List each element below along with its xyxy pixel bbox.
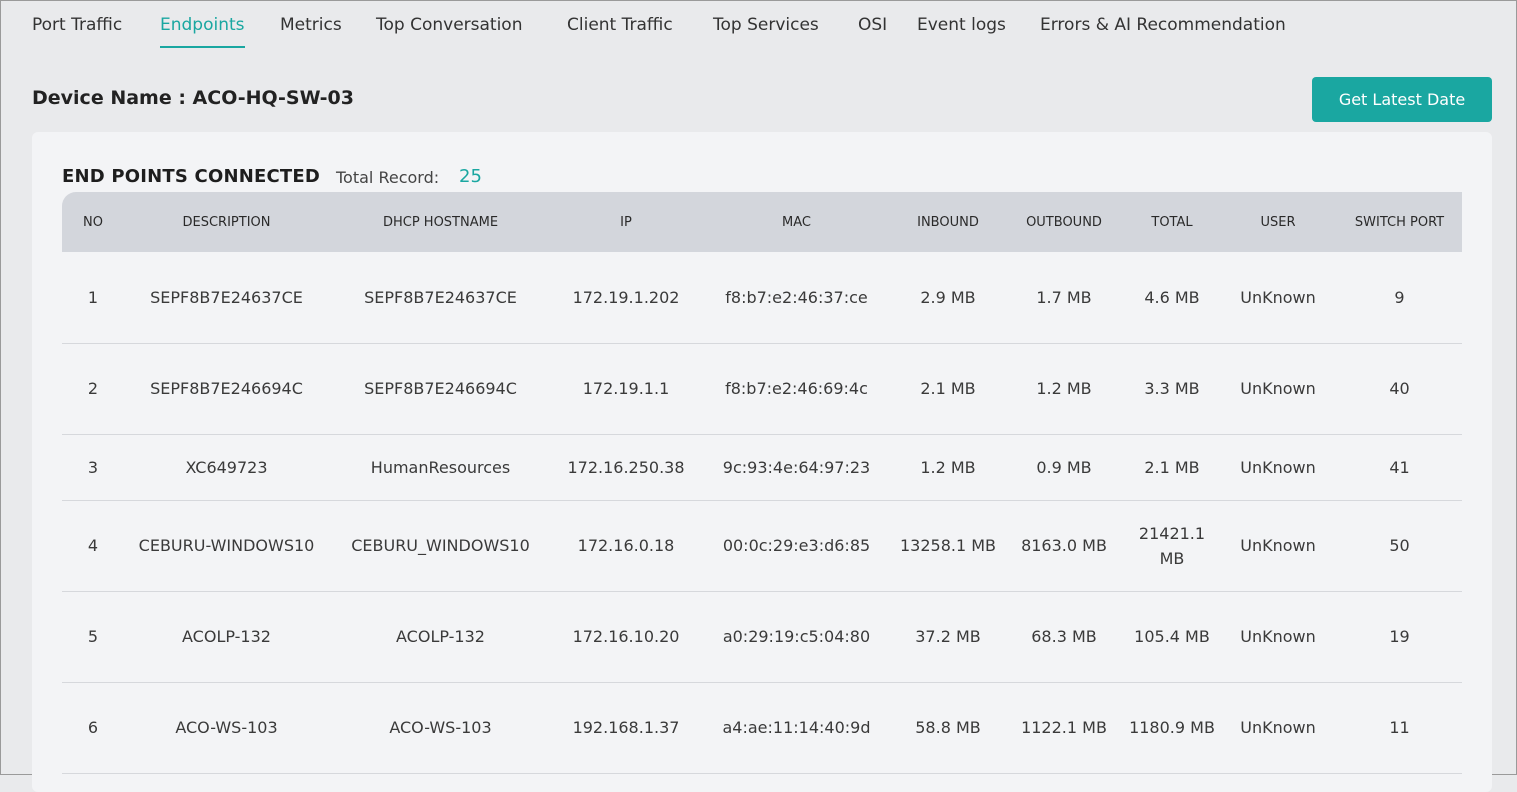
cell-mac: f8:b7:e2:46:69:4c bbox=[700, 343, 893, 435]
cell-switch-port: 40 bbox=[1337, 343, 1462, 435]
cell-total: 105.4 MB bbox=[1125, 591, 1219, 683]
table-header-row: NO DESCRIPTION DHCP HOSTNAME IP MAC INBO… bbox=[62, 192, 1462, 252]
table-row[interactable]: 5 ACOLP-132 ACOLP-132 172.16.10.20 a0:29… bbox=[62, 591, 1462, 683]
cell-description: ACOLP-132 bbox=[124, 591, 329, 683]
cell-user: UnKnown bbox=[1219, 682, 1337, 774]
cell-description: CEBURU-WINDOWS10 bbox=[124, 500, 329, 592]
tab-osi[interactable]: OSI bbox=[858, 15, 888, 35]
cell-inbound: 2.9 MB bbox=[893, 252, 1003, 344]
cell-outbound: 8163.0 MB bbox=[1003, 500, 1125, 592]
col-header-dhcp-hostname[interactable]: DHCP HOSTNAME bbox=[382, 214, 499, 230]
total-record-count: 25 bbox=[459, 166, 482, 187]
cell-outbound: 1.7 MB bbox=[1003, 252, 1125, 344]
cell-no: 5 bbox=[62, 591, 124, 683]
tab-bar: Port Traffic Endpoints Metrics Top Conve… bbox=[1, 1, 1516, 59]
col-header-inbound[interactable]: INBOUND bbox=[917, 214, 979, 230]
tab-event-logs[interactable]: Event logs bbox=[917, 15, 1006, 35]
cell-description: SEPF8B7E246694C bbox=[124, 343, 329, 435]
cell-dhcp-hostname: HumanResources bbox=[329, 434, 552, 501]
col-header-outbound[interactable]: OUTBOUND bbox=[1026, 214, 1102, 230]
cell-mac: a0:29:19:c5:04:80 bbox=[700, 591, 893, 683]
tab-top-conversation[interactable]: Top Conversation bbox=[376, 15, 523, 35]
cell-total: 1180.9 MB bbox=[1125, 682, 1219, 774]
total-record-label: Total Record: bbox=[336, 168, 440, 187]
col-header-ip[interactable]: IP bbox=[620, 214, 632, 230]
cell-inbound: 13258.1 MB bbox=[893, 500, 1003, 592]
cell-user: UnKnown bbox=[1219, 252, 1337, 344]
cell-user: UnKnown bbox=[1219, 343, 1337, 435]
cell-ip: 172.16.10.20 bbox=[552, 591, 700, 683]
cell-dhcp-hostname: ACOLP-132 bbox=[329, 591, 552, 683]
cell-outbound: 1.2 MB bbox=[1003, 343, 1125, 435]
col-header-user[interactable]: USER bbox=[1260, 214, 1296, 230]
col-header-description[interactable]: DESCRIPTION bbox=[182, 214, 271, 230]
table-row[interactable]: 2 SEPF8B7E246694C SEPF8B7E246694C 172.19… bbox=[62, 343, 1462, 435]
get-latest-button[interactable]: Get Latest Date bbox=[1312, 77, 1492, 122]
tab-metrics[interactable]: Metrics bbox=[280, 15, 342, 35]
cell-user: UnKnown bbox=[1219, 434, 1337, 501]
cell-dhcp-hostname: SEPF8B7E246694C bbox=[329, 343, 552, 435]
tab-endpoints[interactable]: Endpoints bbox=[160, 15, 245, 48]
panel-title: END POINTS CONNECTED bbox=[62, 166, 320, 187]
cell-no: 1 bbox=[62, 252, 124, 344]
endpoints-panel: END POINTS CONNECTED Total Record: 25 NO… bbox=[32, 132, 1492, 792]
page-title: Device Name : ACO-HQ-SW-03 bbox=[32, 87, 354, 109]
cell-no: 2 bbox=[62, 343, 124, 435]
table-row[interactable]: 4 CEBURU-WINDOWS10 CEBURU_WINDOWS10 172.… bbox=[62, 500, 1462, 592]
cell-total: 4.6 MB bbox=[1125, 252, 1219, 344]
tab-errors-ai-recommendation[interactable]: Errors & AI Recommendation bbox=[1040, 15, 1286, 35]
cell-dhcp-hostname: CEBURU_WINDOWS10 bbox=[329, 500, 552, 592]
cell-user: UnKnown bbox=[1219, 591, 1337, 683]
cell-switch-port: 50 bbox=[1337, 500, 1462, 592]
cell-mac: f8:b7:e2:46:37:ce bbox=[700, 252, 893, 344]
cell-switch-port: 41 bbox=[1337, 434, 1462, 501]
tab-top-services[interactable]: Top Services bbox=[713, 15, 819, 35]
col-header-mac[interactable]: MAC bbox=[782, 214, 811, 230]
cell-inbound: 37.2 MB bbox=[893, 591, 1003, 683]
cell-outbound: 1122.1 MB bbox=[1003, 682, 1125, 774]
cell-mac: 9c:93:4e:64:97:23 bbox=[700, 434, 893, 501]
cell-no: 6 bbox=[62, 682, 124, 774]
cell-inbound: 58.8 MB bbox=[893, 682, 1003, 774]
cell-user: UnKnown bbox=[1219, 500, 1337, 592]
cell-description: SEPF8B7E24637CE bbox=[124, 252, 329, 344]
col-header-switch-port[interactable]: SWITCH PORT bbox=[1354, 214, 1445, 230]
cell-total: 21421.1 MB bbox=[1125, 500, 1219, 592]
cell-mac: a4:ae:11:14:40:9d bbox=[700, 682, 893, 774]
cell-ip: 192.168.1.37 bbox=[552, 682, 700, 774]
cell-dhcp-hostname: ACO-WS-103 bbox=[329, 682, 552, 774]
cell-ip: 172.16.250.38 bbox=[552, 434, 700, 501]
cell-no: 3 bbox=[62, 434, 124, 501]
cell-outbound: 68.3 MB bbox=[1003, 591, 1125, 683]
cell-total: 3.3 MB bbox=[1125, 343, 1219, 435]
table-row[interactable]: 1 SEPF8B7E24637CE SEPF8B7E24637CE 172.19… bbox=[62, 252, 1462, 344]
col-header-no[interactable]: NO bbox=[83, 214, 103, 230]
cell-ip: 172.19.1.1 bbox=[552, 343, 700, 435]
col-header-total[interactable]: TOTAL bbox=[1151, 214, 1193, 230]
cell-inbound: 1.2 MB bbox=[893, 434, 1003, 501]
tab-client-traffic[interactable]: Client Traffic bbox=[567, 15, 673, 35]
cell-no: 4 bbox=[62, 500, 124, 592]
cell-description: XC649723 bbox=[124, 434, 329, 501]
endpoints-table: NO DESCRIPTION DHCP HOSTNAME IP MAC INBO… bbox=[62, 192, 1462, 774]
cell-switch-port: 9 bbox=[1337, 252, 1462, 344]
cell-description: ACO-WS-103 bbox=[124, 682, 329, 774]
cell-switch-port: 11 bbox=[1337, 682, 1462, 774]
table-row[interactable]: 3 XC649723 HumanResources 172.16.250.38 … bbox=[62, 434, 1462, 501]
cell-switch-port: 19 bbox=[1337, 591, 1462, 683]
cell-dhcp-hostname: SEPF8B7E24637CE bbox=[329, 252, 552, 344]
tab-port-traffic[interactable]: Port Traffic bbox=[32, 15, 123, 35]
cell-total: 2.1 MB bbox=[1125, 434, 1219, 501]
cell-ip: 172.16.0.18 bbox=[552, 500, 700, 592]
cell-outbound: 0.9 MB bbox=[1003, 434, 1125, 501]
table-row[interactable]: 6 ACO-WS-103 ACO-WS-103 192.168.1.37 a4:… bbox=[62, 682, 1462, 774]
cell-mac: 00:0c:29:e3:d6:85 bbox=[700, 500, 893, 592]
cell-inbound: 2.1 MB bbox=[893, 343, 1003, 435]
cell-ip: 172.19.1.202 bbox=[552, 252, 700, 344]
